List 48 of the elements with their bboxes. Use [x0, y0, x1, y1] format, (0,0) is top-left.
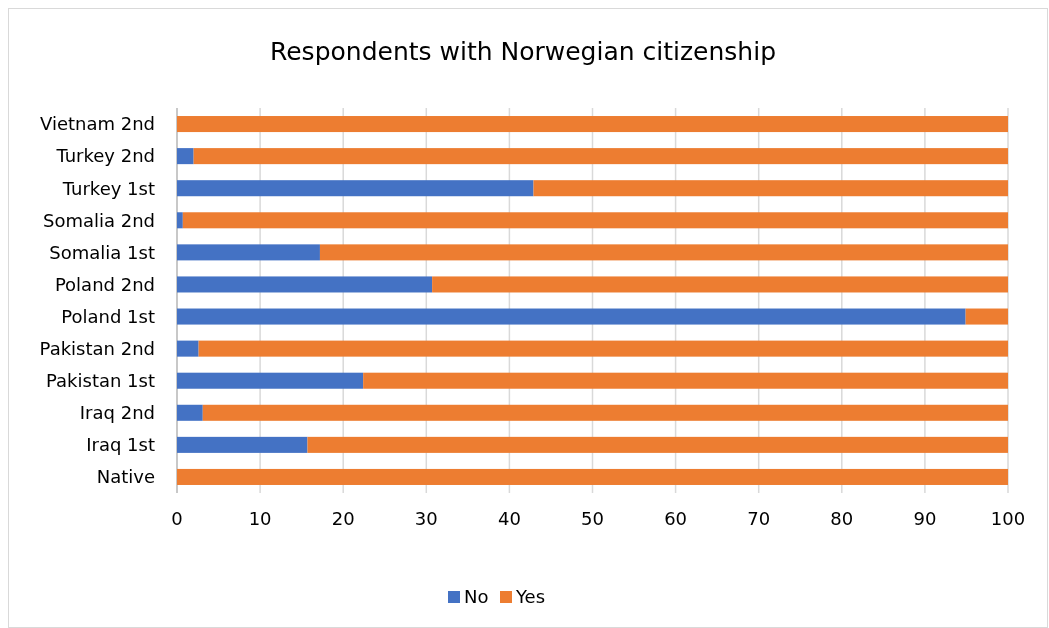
bar — [432, 276, 1008, 293]
x-tick-label: 90 — [913, 508, 937, 529]
x-tick-label: 20 — [331, 508, 355, 529]
x-tick-label: 10 — [248, 508, 272, 529]
x-tick-label: 40 — [497, 508, 521, 529]
legend-label: Yes — [515, 586, 546, 607]
y-tick-label: Pakistan 1st — [46, 370, 155, 392]
bar — [177, 436, 308, 453]
bar — [177, 116, 1008, 133]
bar — [307, 436, 1008, 453]
bar — [177, 276, 433, 293]
bar — [177, 308, 966, 325]
y-tick-label: Turkey 2nd — [55, 145, 155, 167]
bar — [177, 148, 194, 165]
bar — [363, 372, 1008, 389]
legend-label: No — [464, 586, 489, 607]
bar — [319, 244, 1008, 261]
bar — [193, 148, 1008, 165]
x-tick-label: 100 — [990, 508, 1026, 529]
x-tick-label: 30 — [414, 508, 438, 529]
y-tick-label: Pakistan 2nd — [39, 337, 155, 359]
bar — [177, 372, 364, 389]
bar — [965, 308, 1008, 325]
bar — [177, 468, 1008, 485]
y-tick-label: Iraq 1st — [86, 434, 155, 456]
y-tick-label: Iraq 2nd — [79, 402, 155, 424]
bar — [198, 340, 1008, 357]
bar — [177, 180, 534, 197]
bar — [182, 212, 1008, 229]
y-tick-label: Somalia 2nd — [42, 209, 155, 231]
bar — [177, 212, 183, 229]
y-tick-label: Turkey 1st — [61, 177, 155, 199]
x-tick-label: 0 — [171, 508, 183, 529]
x-tick-label: 80 — [830, 508, 854, 529]
x-tick-label: 70 — [747, 508, 771, 529]
x-tick-label: 60 — [664, 508, 688, 529]
x-tick-label: 50 — [581, 508, 604, 529]
y-tick-label: Native — [96, 466, 155, 488]
bar — [177, 404, 203, 421]
bar — [177, 244, 320, 261]
bar — [533, 180, 1008, 197]
y-tick-label: Poland 1st — [61, 305, 155, 327]
y-tick-label: Vietnam 2nd — [39, 113, 155, 135]
y-tick-label: Somalia 1st — [49, 241, 155, 263]
y-tick-label: Poland 2nd — [54, 273, 155, 295]
bar — [177, 340, 199, 357]
bar — [202, 404, 1008, 421]
chart-title: Respondents with Norwegian citizenship — [269, 37, 777, 66]
